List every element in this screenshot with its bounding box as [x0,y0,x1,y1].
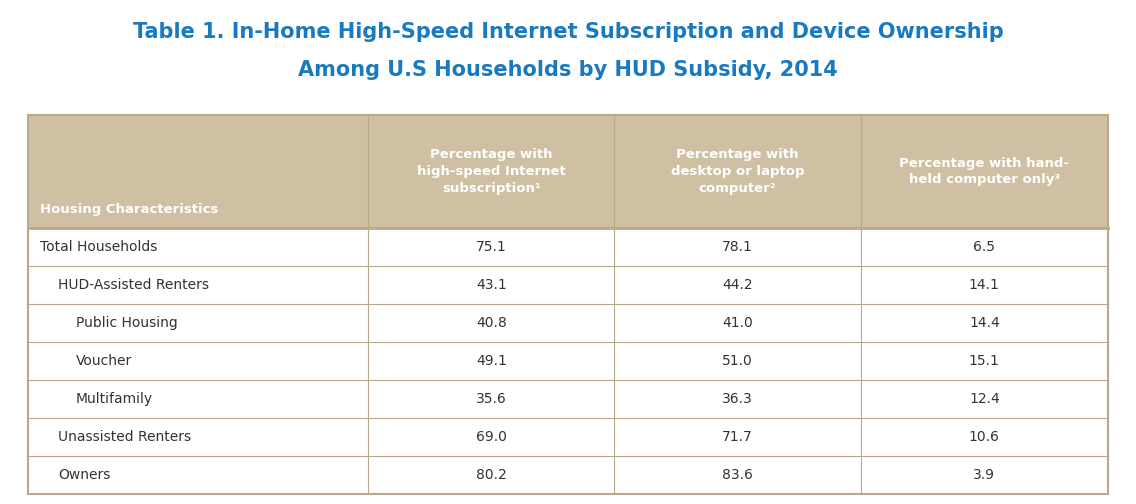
Bar [28,115,1108,228]
Text: 3.9: 3.9 [974,468,995,482]
Text: Public Housing: Public Housing [76,316,177,330]
Text: 75.1: 75.1 [476,240,507,254]
Text: 12.4: 12.4 [969,392,1000,406]
Text: 69.0: 69.0 [476,430,507,444]
Bar [28,418,1108,456]
Text: Percentage with
desktop or laptop
computer²: Percentage with desktop or laptop comput… [671,148,804,195]
Text: 78.1: 78.1 [722,240,753,254]
Text: 40.8: 40.8 [476,316,507,330]
Text: 14.4: 14.4 [969,316,1000,330]
Bar [28,342,1108,380]
Text: 71.7: 71.7 [722,430,753,444]
Text: Housing Characteristics: Housing Characteristics [40,203,218,216]
Bar [28,380,1108,418]
Text: 6.5: 6.5 [974,240,995,254]
Text: 43.1: 43.1 [476,278,507,292]
Text: 44.2: 44.2 [722,278,753,292]
Text: 51.0: 51.0 [722,354,753,368]
Text: 10.6: 10.6 [969,430,1000,444]
Text: Table 1. In-Home High-Speed Internet Subscription and Device Ownership: Table 1. In-Home High-Speed Internet Sub… [133,22,1003,42]
Text: Percentage with
high-speed Internet
subscription¹: Percentage with high-speed Internet subs… [417,148,566,195]
Text: 14.1: 14.1 [969,278,1000,292]
Bar [28,228,1108,266]
Bar [28,266,1108,304]
Bar [28,456,1108,494]
Text: Voucher: Voucher [76,354,132,368]
Text: Among U.S Households by HUD Subsidy, 2014: Among U.S Households by HUD Subsidy, 201… [298,60,838,80]
Text: 49.1: 49.1 [476,354,507,368]
Text: 83.6: 83.6 [722,468,753,482]
Text: 15.1: 15.1 [969,354,1000,368]
Text: 36.3: 36.3 [722,392,753,406]
Bar [28,304,1108,342]
Text: Multifamily: Multifamily [76,392,153,406]
Text: 80.2: 80.2 [476,468,507,482]
Text: 35.6: 35.6 [476,392,507,406]
Text: Total Households: Total Households [40,240,158,254]
Text: Percentage with hand-
held computer only³: Percentage with hand- held computer only… [900,157,1069,186]
Text: HUD-Assisted Renters: HUD-Assisted Renters [58,278,209,292]
Text: Unassisted Renters: Unassisted Renters [58,430,191,444]
Text: 41.0: 41.0 [722,316,753,330]
Text: Owners: Owners [58,468,110,482]
